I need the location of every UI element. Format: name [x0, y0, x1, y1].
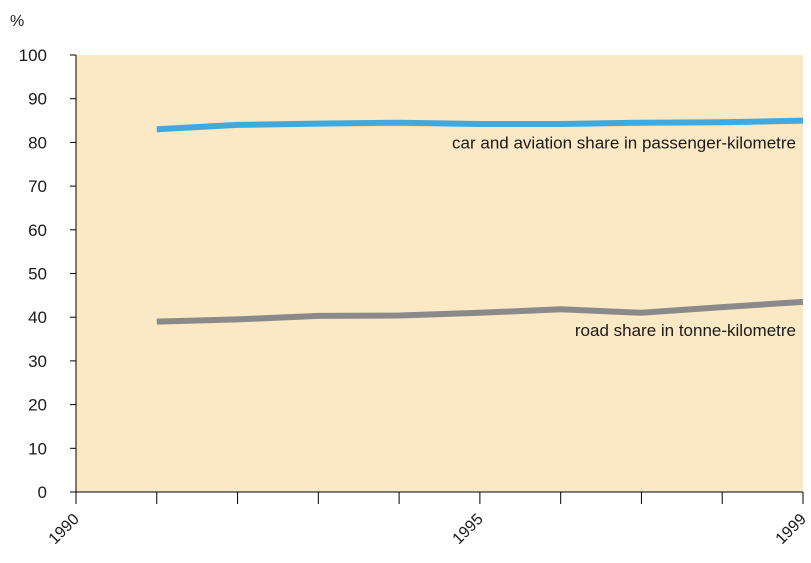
y-tick-label: 10 [28, 439, 47, 458]
y-tick-label: 40 [28, 308, 47, 327]
series-layer [156, 117, 804, 325]
y-tick-label: 30 [28, 352, 47, 371]
y-axis-label: % [10, 13, 24, 30]
series-line-2 [156, 298, 804, 325]
series-label-2: road share in tonne-kilometre [575, 321, 796, 340]
series-labels: car and aviation share in passenger-kilo… [452, 134, 796, 340]
series-line-1 [156, 117, 804, 133]
series-label-1: car and aviation share in passenger-kilo… [452, 134, 796, 153]
y-tick-label: 50 [28, 265, 47, 284]
x-tick-label: 1995 [450, 511, 487, 548]
y-tick-label: 0 [38, 483, 47, 502]
x-axis: 1990 1995 1999 [46, 491, 810, 548]
y-tick-label: 20 [28, 396, 47, 415]
y-tick-label: 60 [28, 221, 47, 240]
x-tick-label: 1990 [46, 511, 83, 548]
x-tick-label: 1999 [773, 511, 810, 548]
y-tick-label: 90 [28, 90, 47, 109]
y-axis: 0 10 20 30 40 50 60 70 80 90 100 [19, 46, 77, 502]
y-tick-label: 70 [28, 177, 47, 196]
y-tick-label: 80 [28, 133, 47, 152]
y-tick-label: 100 [19, 46, 47, 65]
